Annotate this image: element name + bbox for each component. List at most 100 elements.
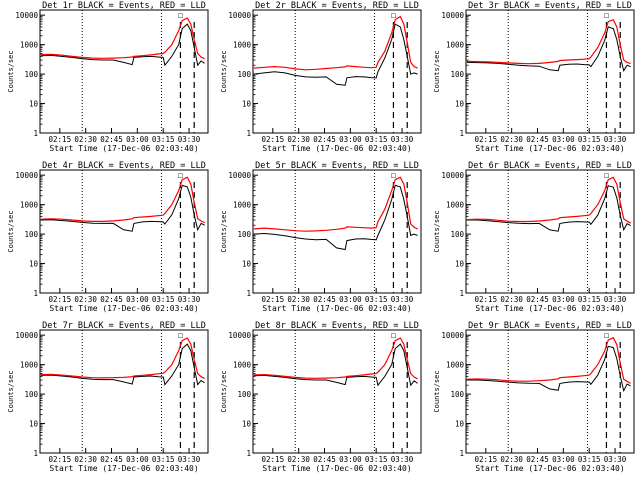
panel-7-xtick-label: 03:15 bbox=[152, 455, 175, 464]
panel-2-xtick-label: 02:30 bbox=[287, 135, 310, 144]
panel-6-ylabel: Counts/sec bbox=[433, 210, 441, 252]
panel-6-ytick-label: 10 bbox=[455, 260, 465, 269]
panel-1-xtick-label: 03:00 bbox=[126, 135, 149, 144]
panel-1-ytick-label: 1000 bbox=[20, 41, 39, 50]
panel-7-ylabel: Counts/sec bbox=[7, 370, 15, 412]
panel-7-events-line bbox=[40, 343, 205, 386]
panel-3-xtick-label: 02:30 bbox=[500, 135, 523, 144]
panel-6-frame bbox=[465, 169, 635, 294]
panel-4-ytick-label: 100 bbox=[24, 230, 38, 239]
panel-1-ytick-label: 10000 bbox=[15, 11, 38, 20]
panel-3-ylabel: Counts/sec bbox=[433, 50, 441, 92]
panel-5-frame bbox=[252, 169, 422, 294]
panel-3-xtick-label: 03:00 bbox=[552, 135, 575, 144]
panel-7-box-marker: ☐ bbox=[178, 331, 183, 341]
panel-6-events-line bbox=[466, 185, 631, 232]
panel-9-ylabel: Counts/sec bbox=[433, 370, 441, 412]
panel-4-xlabel: Start Time (17-Dec-06 02:03:40) bbox=[49, 304, 198, 313]
panel-8-xtick-label: 02:15 bbox=[262, 455, 285, 464]
panel-9-xtick-label: 02:30 bbox=[500, 455, 523, 464]
panel-5-xtick-label: 02:30 bbox=[287, 295, 310, 304]
panel-3-xtick-label: 02:45 bbox=[526, 135, 549, 144]
panel-8-ytick-label: 1000 bbox=[233, 361, 252, 370]
panel-6-xlabel: Start Time (17-Dec-06 02:03:40) bbox=[475, 304, 624, 313]
panel-6-ytick-label: 10000 bbox=[441, 171, 464, 180]
panel-5-xlabel: Start Time (17-Dec-06 02:03:40) bbox=[262, 304, 411, 313]
panel-4-xtick-label: 03:30 bbox=[178, 295, 201, 304]
panel-4-ytick-label: 10 bbox=[29, 260, 39, 269]
panel-1-events-line bbox=[40, 23, 205, 67]
panel-9-xtick-label: 02:15 bbox=[475, 455, 498, 464]
panel-3-events-line bbox=[466, 26, 631, 72]
panel-7-ytick-label: 1 bbox=[33, 449, 38, 458]
panel-8-box-marker: ☐ bbox=[391, 331, 396, 341]
panel-2-lld-line bbox=[253, 15, 418, 71]
panel-1-title: Det 1r BLACK = Events, RED = LLD bbox=[42, 1, 206, 11]
panel-4-frame bbox=[39, 169, 209, 294]
panel-2-ytick-label: 10 bbox=[242, 100, 252, 109]
panel-8-xlabel: Start Time (17-Dec-06 02:03:40) bbox=[262, 464, 411, 473]
panel-9-frame bbox=[465, 329, 635, 454]
panel-4-ytick-label: 10000 bbox=[15, 171, 38, 180]
panel-1-xlabel: Start Time (17-Dec-06 02:03:40) bbox=[49, 144, 198, 153]
panel-4-xtick-label: 02:45 bbox=[100, 295, 123, 304]
panel-2-xlabel: Start Time (17-Dec-06 02:03:40) bbox=[262, 144, 411, 153]
panel-9-title: Det 9r BLACK = Events, RED = LLD bbox=[468, 321, 632, 331]
panel-8-xtick-label: 03:15 bbox=[365, 455, 388, 464]
panel-9-ytick-label: 1 bbox=[459, 449, 464, 458]
panel-4-xtick-label: 02:30 bbox=[74, 295, 97, 304]
panel-6-ytick-label: 1000 bbox=[446, 201, 465, 210]
panel-6-xtick-label: 03:15 bbox=[578, 295, 601, 304]
panel-7-title: Det 7r BLACK = Events, RED = LLD bbox=[42, 321, 206, 331]
panel-5-box-marker: ☐ bbox=[391, 171, 396, 181]
panel-8-lld-line bbox=[253, 337, 418, 380]
panel-9-box-marker: ☐ bbox=[604, 331, 609, 341]
panel-5-xtick-label: 03:15 bbox=[365, 295, 388, 304]
panel-4-ytick-label: 1000 bbox=[20, 201, 39, 210]
panel-1-xtick-label: 02:45 bbox=[100, 135, 123, 144]
panel-5-ytick-label: 1000 bbox=[233, 201, 252, 210]
panel-3-ytick-label: 100 bbox=[450, 70, 464, 79]
panel-5-xtick-label: 02:45 bbox=[313, 295, 336, 304]
panel-5-lld-line bbox=[253, 176, 418, 232]
panel-4-ytick-label: 1 bbox=[33, 289, 38, 298]
panel-5-ytick-label: 10000 bbox=[228, 171, 251, 180]
panel-2-ytick-label: 1000 bbox=[233, 41, 252, 50]
panel-7-xtick-label: 03:30 bbox=[178, 455, 201, 464]
panel-2-xtick-label: 02:45 bbox=[313, 135, 336, 144]
panel-8-xtick-label: 03:00 bbox=[339, 455, 362, 464]
panel-4-ylabel: Counts/sec bbox=[7, 210, 15, 252]
panel-7-ytick-label: 10 bbox=[29, 420, 39, 429]
panel-1-lld-line bbox=[40, 17, 205, 60]
panel-7-ytick-label: 100 bbox=[24, 390, 38, 399]
panel-9-xtick-label: 03:30 bbox=[604, 455, 627, 464]
panel-1-xtick-label: 02:30 bbox=[74, 135, 97, 144]
panel-8-ylabel: Counts/sec bbox=[220, 370, 228, 412]
panel-4-xtick-label: 03:15 bbox=[152, 295, 175, 304]
panel-5-title: Det 5r BLACK = Events, RED = LLD bbox=[255, 161, 419, 171]
panel-1-ytick-label: 1 bbox=[33, 129, 38, 138]
panel-3-xtick-label: 03:30 bbox=[604, 135, 627, 144]
panel-2-xtick-label: 02:15 bbox=[262, 135, 285, 144]
panel-9-ytick-label: 10 bbox=[455, 420, 465, 429]
panel-9-xtick-label: 03:15 bbox=[578, 455, 601, 464]
panel-7-xtick-label: 03:00 bbox=[126, 455, 149, 464]
panel-6-box-marker: ☐ bbox=[604, 171, 609, 181]
panel-2-frame bbox=[252, 9, 422, 134]
panel-2-ylabel: Counts/sec bbox=[220, 50, 228, 92]
panel-8-frame bbox=[252, 329, 422, 454]
panel-5-events-line bbox=[253, 184, 418, 251]
panel-1-xtick-label: 03:30 bbox=[178, 135, 201, 144]
panel-5-xtick-label: 02:15 bbox=[262, 295, 285, 304]
panel-1-frame bbox=[39, 9, 209, 134]
panel-7-frame bbox=[39, 329, 209, 454]
panel-8-ytick-label: 10000 bbox=[228, 331, 251, 340]
panel-7-xtick-label: 02:30 bbox=[74, 455, 97, 464]
panel-3-xtick-label: 03:15 bbox=[578, 135, 601, 144]
panel-3-ytick-label: 10 bbox=[455, 100, 465, 109]
panel-8-xtick-label: 02:45 bbox=[313, 455, 336, 464]
panel-6-xtick-label: 02:15 bbox=[475, 295, 498, 304]
panel-8-events-line bbox=[253, 343, 418, 387]
panel-2-events-line bbox=[253, 23, 418, 86]
panel-8-xtick-label: 03:30 bbox=[391, 455, 414, 464]
